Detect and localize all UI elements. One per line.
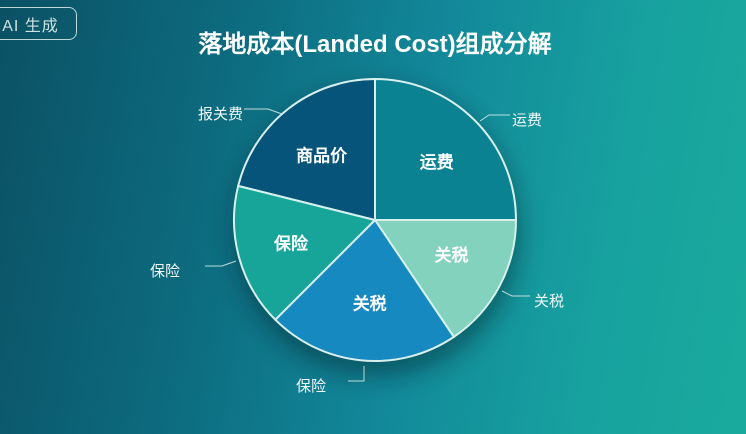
svg-text:关税: 关税 bbox=[353, 294, 387, 314]
svg-text:保险: 保险 bbox=[150, 263, 180, 280]
svg-text:保险: 保险 bbox=[273, 233, 309, 253]
svg-text:商品价: 商品价 bbox=[296, 145, 348, 165]
svg-text:运费: 运费 bbox=[512, 112, 542, 129]
svg-text:关税: 关税 bbox=[435, 245, 469, 265]
svg-text:报关费: 报关费 bbox=[198, 106, 243, 123]
svg-text:保险: 保险 bbox=[296, 378, 326, 395]
svg-text:运费: 运费 bbox=[420, 152, 454, 172]
svg-text:关税: 关税 bbox=[534, 293, 564, 310]
